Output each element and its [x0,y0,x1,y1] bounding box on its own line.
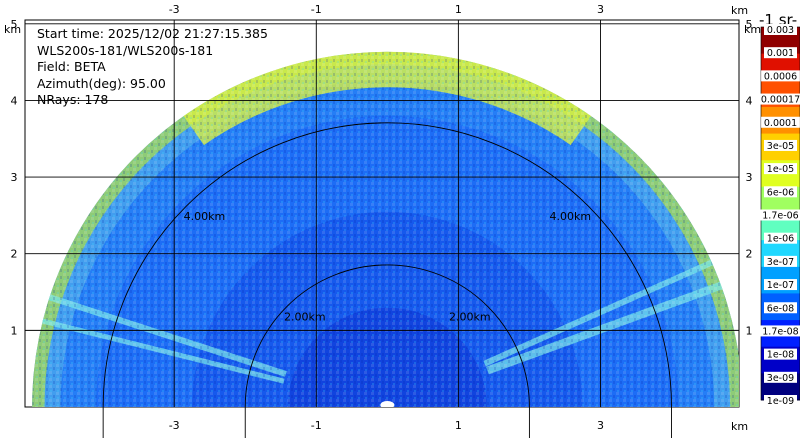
colorbar-label-bg [764,232,797,244]
colorbar-label-bg [764,348,797,360]
colorbar-label-bg [764,371,797,383]
x-tick-label-bottom: 1 [455,419,462,432]
y-tick-label-left: 5 [11,18,18,31]
colorbar-label-group: 0.001 [764,47,797,59]
x-unit-label-top: km [731,4,748,17]
colorbar-label-bg [758,325,800,337]
x-unit-label-bottom: km [731,420,748,433]
colorbar-label-group: 1e-06 [764,232,797,245]
colorbar-label-group: 6e-08 [764,302,797,314]
instrument-text: WLS200s-181/WLS200s-181 [37,43,213,58]
colorbar-label: 1e-07 [767,280,794,291]
colorbar-label: 1e-06 [767,234,794,245]
colorbar-label-bg [764,255,797,267]
radar-sector [32,51,739,407]
colorbar-label-group: 6e-06 [764,186,797,198]
colorbar-label-group: 1.7e-08 [758,325,800,337]
range-rings: 2.00km 2.00km 4.00km 4.00km [102,122,672,442]
x-tick-label-bottom: -3 [169,419,180,432]
colorbar-label-group: 1.7e-06 [758,209,800,222]
colorbar-label: 0.0001 [764,118,797,129]
colorbar-label-group: 0.003 [764,24,797,36]
y-tick-label-left: 1 [11,324,18,337]
x-tick-label-top: -3 [169,3,180,16]
y-tick-label-left: 2 [11,248,18,261]
nrays-text: NRays: 178 [37,92,108,107]
colorbar-label-group: 1e-08 [764,348,797,361]
y-tick-label-right: 4 [746,94,753,107]
y-tick-label-left: 4 [11,94,18,107]
range-ring-label: 4.00km [184,210,226,223]
y-unit-label-left: km [4,23,21,36]
colorbar-label: 1.7e-06 [762,211,798,222]
sector-texture [32,52,739,407]
colorbar-label: 6e-06 [767,187,794,198]
range-ring [102,122,672,442]
azimuth-text: Azimuth(deg): 95.00 [37,76,166,91]
colorbar: -1 sr- 0.0030.0010.00060.000170.00013e-0… [758,11,800,407]
colorbar-label-bg [764,186,797,198]
radar-origin [380,401,395,407]
colorbar-label: 1e-09 [767,396,794,407]
start-time-text: Start time: 2025/12/02 21:27:15.385 [37,26,268,41]
range-ring-label: 2.00km [284,311,326,324]
colorbar-label-group: 0.0006 [761,70,800,82]
colorbar-label: 0.003 [767,25,794,36]
axes: km km km km -3 -3 -1 -1 1 1 3 3 1 1 2 2 3 3 4 4 5 5 [4,3,761,433]
range-ring-label: 2.00km [449,311,491,324]
colorbar-label-bg [764,395,797,406]
x-tick-label-top: 1 [455,3,462,16]
x-tick-label-bottom: 3 [597,419,604,432]
colorbar-label-group: 1e-09 [764,395,797,407]
x-tick-label-top: -1 [311,3,322,16]
field-text: Field: BETA [37,59,106,74]
y-unit-label-right: km [744,23,761,36]
colorbar-labels: 0.003 0.001 0.0006 0.00017 0.0001 3e-05 1e-05 6… [758,24,800,407]
y-tick-label-right: 2 [746,248,753,261]
colorbar-label: 0.0006 [764,71,797,82]
colorbar-label-group: 0.0001 [761,116,800,129]
x-tick-label-top: 3 [597,3,604,16]
colorbar-label: 0.00017 [761,95,800,106]
range-ring-label: 4.00km [549,210,591,223]
colorbar-label: 3e-07 [767,257,794,268]
plot-area: 2.00km 2.00km 4.00km 4.00km Start time: 202… [24,19,740,442]
colorbar-label-group: 3e-09 [764,371,797,384]
colorbar-label-bg [764,163,797,175]
colorbar-label: 6e-08 [767,303,794,314]
colorbar-label-bg [764,302,797,314]
colorbar-label-group: 3e-07 [764,255,797,268]
colorbar-label-group: 1e-05 [764,163,797,175]
colorbar-label: 1.7e-08 [762,326,798,337]
colorbar-label-group: 0.00017 [758,93,800,106]
colorbar-label: 0.001 [767,48,794,59]
x-tick-label-bottom: -1 [311,419,322,432]
info-text-block: Start time: 2025/12/02 21:27:15.385 WLS2… [37,26,268,107]
colorbar-label: 3e-05 [767,141,794,152]
y-tick-label-right: 1 [746,324,753,337]
colorbar-label: 3e-09 [767,373,794,384]
y-tick-label-left: 3 [11,171,18,184]
colorbar-label-bg [761,116,800,128]
colorbar-label: 1e-08 [767,350,794,361]
colorbar-label-bg [758,93,800,105]
colorbar-label-bg [761,70,800,82]
grid-lines [25,20,739,407]
colorbar-label: 1e-05 [767,164,794,175]
colorbar-label-bg [764,47,797,59]
colorbar-label-bg [758,209,800,221]
y-tick-label-right: 5 [746,18,753,31]
colorbar-label-group: 1e-07 [764,279,797,291]
colorbar-label-group: 3e-05 [764,139,797,152]
colorbar-label-bg [764,24,797,35]
y-tick-label-right: 3 [746,171,753,184]
colorbar-label-bg [764,279,797,291]
colorbar-label-bg [764,139,797,151]
